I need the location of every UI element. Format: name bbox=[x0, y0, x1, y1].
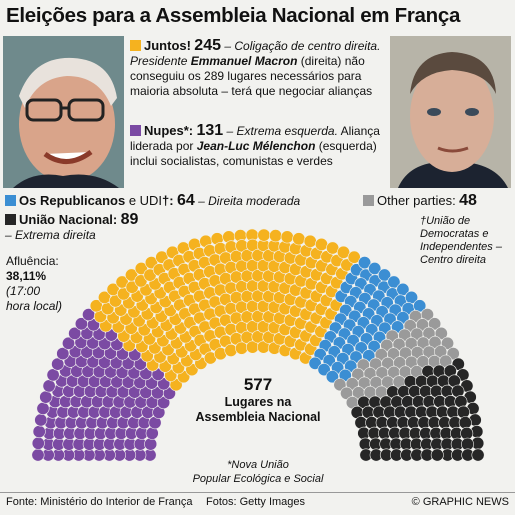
seat-dot bbox=[39, 390, 53, 404]
photo-melenchon bbox=[3, 36, 124, 188]
seat-dot bbox=[125, 268, 139, 282]
seat-dot bbox=[280, 230, 294, 244]
center-total: 577 bbox=[244, 375, 272, 394]
seat-dot bbox=[430, 448, 444, 462]
turnout-value: 38,11% bbox=[6, 269, 47, 283]
seat-dot bbox=[31, 436, 45, 450]
rn-name: União Nacional: bbox=[19, 212, 118, 227]
seat-dot bbox=[440, 336, 454, 350]
seat-dot bbox=[144, 437, 158, 451]
seat-dot bbox=[51, 357, 65, 371]
turnout-note: (17:00 hora local) bbox=[6, 284, 63, 313]
juntos-desc2: (direita) não conseguiu os 289 lugares n… bbox=[130, 54, 373, 98]
republicanos-colon: : bbox=[169, 193, 174, 208]
seat-dot bbox=[134, 261, 148, 275]
footer-photos: Fotos: Getty Images bbox=[206, 496, 306, 508]
juntos-desc-bold: Emmanuel Macron bbox=[190, 54, 298, 68]
seat-dot bbox=[347, 250, 361, 264]
nupes-note-line2: Popular Ecológica e Social bbox=[193, 473, 324, 485]
nupes-desc3: (esquerda) inclui socialistas, comunista… bbox=[130, 139, 377, 168]
rn-seats: 89 bbox=[120, 211, 139, 228]
seat-dot bbox=[292, 232, 306, 246]
nupes-seats: 131 bbox=[196, 122, 224, 139]
photo-macron bbox=[390, 36, 511, 188]
juntos-swatch bbox=[130, 40, 141, 51]
seat-dot bbox=[326, 241, 340, 255]
seat-dot bbox=[471, 448, 485, 462]
seat-dot bbox=[235, 341, 249, 355]
republicanos-swatch bbox=[5, 195, 16, 206]
nupes-swatch bbox=[130, 125, 141, 136]
seat-dot bbox=[428, 317, 442, 331]
seat-dot bbox=[34, 413, 48, 427]
seat-dot bbox=[224, 343, 238, 357]
seat-dot bbox=[42, 379, 56, 393]
seat-dot bbox=[162, 386, 176, 400]
others-name: Other parties: bbox=[377, 193, 456, 208]
republicanos-dagger: † bbox=[162, 193, 170, 208]
turnout-block: Afluência: 38,11% (17:00 hora local) bbox=[6, 254, 66, 314]
seat-dot bbox=[46, 368, 60, 382]
footer-credit: © GRAPHIC NEWS bbox=[411, 496, 509, 508]
seat-dot bbox=[458, 416, 472, 430]
nupes-desc2: Aliança liderada por bbox=[130, 124, 380, 153]
republicanos-joiner: e UDI bbox=[125, 193, 163, 208]
others-seats: 48 bbox=[459, 192, 477, 209]
seat-dot bbox=[317, 363, 331, 377]
turnout-label: Afluência: bbox=[6, 254, 59, 268]
seat-dot bbox=[36, 401, 50, 415]
legend-others: Other parties: 48 bbox=[363, 193, 477, 209]
seat-dot bbox=[32, 425, 46, 439]
seat-dot bbox=[157, 396, 171, 410]
legend-nupes: Nupes*: 131 – Extrema esquerda. Aliança … bbox=[130, 123, 388, 169]
legend-juntos: Juntos! 245 – Coligação de centro direit… bbox=[130, 38, 388, 99]
portrait-illustration bbox=[3, 36, 124, 188]
rn-swatch bbox=[5, 214, 16, 225]
footer-divider bbox=[0, 492, 515, 493]
seat-dot bbox=[56, 347, 70, 361]
page-title: Eleições para a Assembleia Nacional em F… bbox=[6, 4, 461, 27]
juntos-seats: 245 bbox=[194, 37, 221, 54]
seat-dot bbox=[303, 234, 317, 248]
seat-dot bbox=[308, 356, 322, 370]
seat-dot bbox=[460, 426, 474, 440]
nupes-desc1: – Extrema esquerda. bbox=[226, 124, 338, 138]
juntos-desc1: – Coligação de centro direita. President… bbox=[130, 39, 381, 68]
seat-dot bbox=[325, 370, 339, 384]
nupes-desc-bold: Jean-Luc Mélenchon bbox=[196, 139, 316, 153]
udi-note: †União de Democratas e Independentes – C… bbox=[420, 215, 502, 266]
republicanos-seats: 64 bbox=[176, 192, 195, 209]
republicanos-desc: – Direita moderada bbox=[198, 194, 301, 208]
center-label-line1: Lugares na bbox=[225, 395, 293, 409]
seat-dot bbox=[269, 229, 283, 243]
center-label-line2: Assembleia Nacional bbox=[195, 410, 320, 424]
rn-desc: – Extrema direita bbox=[5, 228, 96, 242]
nupes-note-line1: *Nova União bbox=[227, 459, 289, 471]
seat-dot bbox=[456, 405, 470, 419]
juntos-name: Juntos! bbox=[144, 38, 191, 53]
legend-republicanos: Os Republicanos e UDI†: 64 – Direita mod… bbox=[5, 193, 300, 209]
portrait-illustration bbox=[390, 36, 511, 188]
seat-dot bbox=[314, 237, 328, 251]
legend-rn: União Nacional: 89 – Extrema direita bbox=[5, 212, 205, 243]
seat-dot bbox=[257, 228, 271, 242]
seat-dot bbox=[434, 326, 448, 340]
others-swatch bbox=[363, 195, 374, 206]
republicanos-name: Os Republicanos bbox=[19, 193, 126, 208]
footer-source: Fonte: Ministério do Interior de França bbox=[6, 496, 193, 508]
nupes-name: Nupes*: bbox=[144, 123, 194, 138]
seat-dot bbox=[336, 245, 350, 259]
seat-dot bbox=[31, 448, 45, 462]
